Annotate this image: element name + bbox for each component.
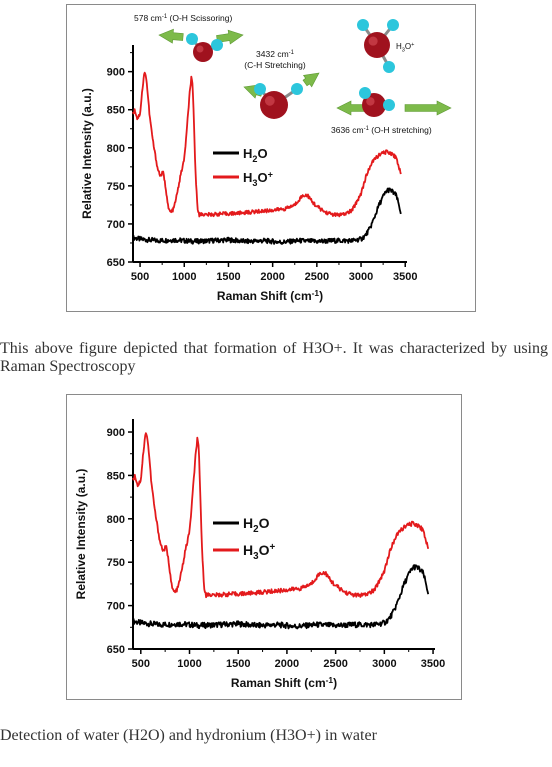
x-tick-label: 1500 — [216, 271, 240, 283]
annotation-oh-stretch: 3636 cm-1​ (O-H stretching) — [331, 125, 432, 135]
annotation-h3o: H3​O+ — [396, 42, 414, 53]
y-tick-label: 700 — [107, 219, 125, 231]
series-h3o-line — [132, 432, 430, 599]
caption-1: This above figure depicted that formatio… — [0, 340, 548, 375]
x-tick-label: 2000 — [260, 271, 284, 283]
oxygen-atom — [364, 32, 390, 58]
hydrogen-atom — [254, 83, 266, 95]
raman-chart-1: 650 700 750 800 850 900 500 1000 1500 2000 2500 300… — [80, 13, 452, 303]
hydrogen-atom — [211, 39, 223, 51]
raman-chart-2: 650 700 750 800 850 900 500 1000 1500 2000 2500 300… — [74, 419, 445, 690]
water-molecule-stretch — [254, 83, 303, 119]
hydrogen-atom — [383, 99, 395, 111]
hydrogen-atom — [291, 83, 303, 95]
oxygen-atom — [193, 42, 213, 62]
y-tick-label: 750 — [107, 181, 125, 193]
x-tick-label: 500 — [131, 271, 149, 283]
y-tick-label: 900 — [107, 427, 125, 439]
x-tick-label: 3500 — [421, 658, 445, 670]
x-tick-label: 2000 — [275, 658, 299, 670]
oxygen-highlight — [368, 36, 378, 46]
hydrogen-atom — [359, 87, 371, 99]
hydronium-molecule — [357, 19, 399, 73]
ch-arrow-right — [302, 72, 320, 88]
annotation-ch-stretch-2: (C-H Stretching) — [244, 60, 306, 70]
x-tick-label: 1000 — [177, 658, 201, 670]
x-tick-label: 1000 — [172, 271, 196, 283]
oxygen-highlight — [366, 97, 375, 106]
y-tick-label: 900 — [107, 67, 125, 79]
x-tick-label: 3000 — [349, 271, 373, 283]
series-h3o-line — [132, 71, 402, 218]
oxygen-highlight — [196, 45, 204, 53]
legend-entry: H3​O+ — [243, 542, 275, 562]
y-tick-label: 750 — [107, 557, 125, 569]
legend-entry: H3​O+ — [243, 169, 273, 187]
y-tick-label: 850 — [107, 470, 125, 482]
y-tick-label: 850 — [107, 105, 125, 117]
x-axis-label: Raman Shift (cm-1​) — [217, 288, 323, 303]
annotation-ch-stretch-1: 3432 cm-1​ — [256, 49, 295, 59]
y-tick-label: 650 — [107, 257, 125, 269]
raman-figure-annotated: 650 700 750 800 850 900 500 1000 1500 2000 2500 300… — [66, 4, 476, 312]
legend-entry: H2​O — [243, 515, 270, 535]
x-tick-label: 500 — [132, 658, 150, 670]
hydrogen-atom — [387, 19, 399, 31]
y-tick-label: 800 — [107, 143, 125, 155]
y-tick-label: 650 — [107, 644, 125, 656]
oxygen-atom — [260, 91, 288, 119]
x-axis-label: Raman Shift (cm-1​) — [231, 675, 337, 690]
water-molecule-scissoring — [186, 33, 223, 62]
scissoring-arrow-left — [158, 28, 184, 44]
x-tick-label: 1500 — [226, 658, 250, 670]
y-tick-label: 800 — [107, 514, 125, 526]
series-h2o-line — [132, 187, 402, 245]
oxygen-highlight — [264, 95, 275, 106]
caption-2: Detection of water (H2O) and hydronium (… — [0, 727, 377, 744]
hydrogen-atom — [186, 33, 198, 45]
y-axis-label: Relative Intensity (a.u.) — [80, 88, 94, 219]
annotation-scissoring: 578 cm-1​ (O-H Scissoring) — [134, 13, 233, 23]
hydrogen-atom — [357, 19, 369, 31]
oh-arrow-right — [404, 100, 452, 116]
x-tick-label: 2500 — [323, 658, 347, 670]
hydrogen-atom — [383, 61, 395, 73]
y-axis-label: Relative Intensity (a.u.) — [74, 469, 88, 600]
legend-entry: H2​O — [243, 146, 268, 164]
water-molecule-oh — [359, 87, 395, 117]
scissoring-arrow-right — [216, 29, 244, 45]
raman-figure-plain: 650 700 750 800 850 900 500 1000 1500 2000 2500 300… — [66, 394, 462, 700]
x-tick-label: 3000 — [372, 658, 396, 670]
x-tick-label: 3500 — [393, 271, 417, 283]
y-tick-label: 700 — [107, 601, 125, 613]
series-h2o-line — [132, 564, 430, 630]
x-tick-label: 2500 — [305, 271, 329, 283]
